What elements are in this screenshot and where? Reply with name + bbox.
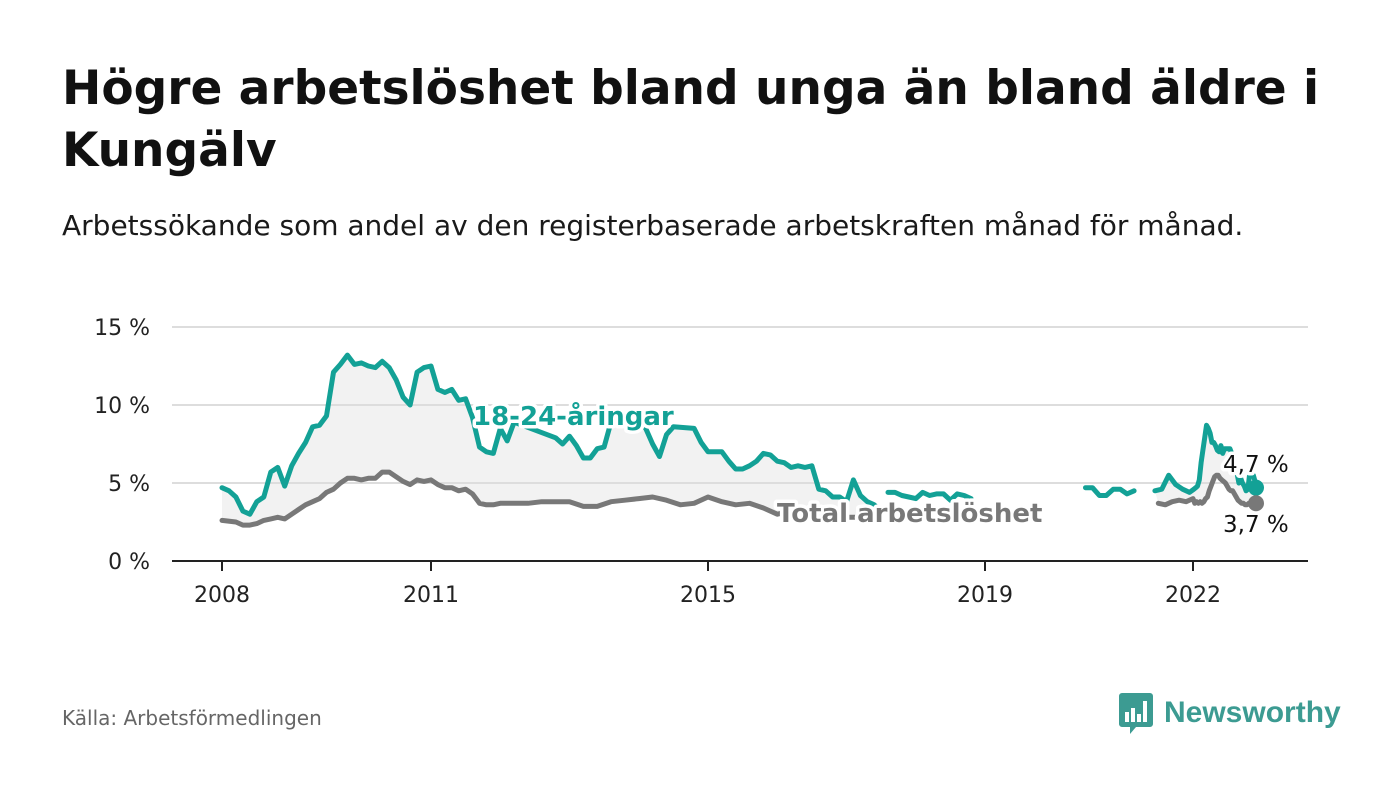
y-tick-label: 10 % [94, 394, 150, 419]
series-line-total [219, 469, 884, 528]
chart-labels: 18-24-åringar Total arbetslöshet 4,7 % 3,7 … [470, 397, 1293, 542]
series-label-18-24: 18-24-åringar [473, 400, 674, 432]
x-tick-label: 2022 [1165, 583, 1221, 608]
series-end-point-18-24 [1248, 479, 1264, 496]
series-end-value-18-24: 4,7 % [1223, 452, 1289, 478]
chart-subtitle: Arbetssökande som andel av den registerb… [62, 209, 1244, 242]
newsworthy-logo-icon [1119, 693, 1153, 734]
series-label-total: Total arbetslöshet [777, 499, 1042, 529]
line-chart: 0 % 5 % 10 % 15 % 2008 2011 2015 2019 2022 18-24… [94, 316, 1308, 608]
series-end-point-total [1248, 495, 1264, 512]
y-tick-label: 15 % [94, 316, 150, 341]
series-line-18-24 [219, 352, 884, 517]
x-tick-label: 2011 [403, 583, 459, 608]
range-band [222, 355, 1256, 526]
y-tick-label: 0 % [108, 550, 150, 575]
series-line-total [1155, 472, 1259, 508]
series-line-18-24 [1152, 422, 1259, 495]
chart-grid [172, 326, 1308, 484]
brand-name: Newsworthy [1164, 696, 1341, 729]
x-tick-label: 2008 [194, 583, 250, 608]
series-line-18-24 [885, 489, 974, 503]
series-line-18-24 [1083, 485, 1137, 498]
x-tick-label: 2015 [680, 583, 736, 608]
series-end-value-total: 3,7 % [1223, 512, 1289, 538]
source-note: Källa: Arbetsförmedlingen [62, 706, 322, 730]
brand[interactable]: Newsworthy [1118, 690, 1341, 736]
range-band-area [1154, 425, 1256, 505]
y-tick-label: 5 % [108, 472, 150, 497]
chart-axes: 0 % 5 % 10 % 15 % 2008 2011 2015 2019 2022 [94, 316, 1308, 608]
page-title: Högre arbetslöshet bland unga än bland ä… [62, 61, 1320, 178]
x-tick-label: 2019 [957, 583, 1013, 608]
chart-series [219, 352, 1264, 528]
